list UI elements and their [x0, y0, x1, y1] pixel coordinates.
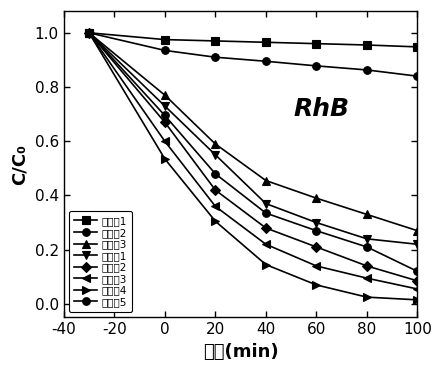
实施例2: [364, 264, 369, 268]
实施例2: [213, 188, 218, 192]
实施例3: [364, 276, 369, 280]
实施例5: [213, 171, 218, 176]
实施例3: [86, 31, 92, 35]
对比例2: [314, 64, 319, 68]
Line: 对比例3: 对比例3: [85, 29, 421, 234]
实施例4: [314, 283, 319, 287]
实施例2: [162, 120, 167, 125]
实施例1: [415, 242, 420, 247]
实施例2: [86, 31, 92, 35]
Line: 对比例2: 对比例2: [85, 29, 421, 80]
对比例3: [314, 196, 319, 201]
实施例5: [263, 211, 268, 215]
对比例1: [314, 41, 319, 46]
对比例1: [86, 31, 92, 35]
对比例2: [86, 31, 92, 35]
实施例1: [213, 153, 218, 157]
对比例3: [213, 142, 218, 146]
实施例3: [213, 204, 218, 209]
对比例3: [162, 93, 167, 97]
实施例5: [162, 113, 167, 118]
Line: 实施例2: 实施例2: [85, 29, 421, 285]
对比例2: [364, 68, 369, 72]
实施例5: [314, 228, 319, 233]
实施例4: [213, 219, 218, 224]
Line: 实施例5: 实施例5: [85, 29, 421, 275]
实施例4: [86, 31, 92, 35]
对比例1: [415, 45, 420, 49]
对比例1: [162, 37, 167, 42]
Line: 实施例1: 实施例1: [85, 29, 421, 248]
实施例5: [86, 31, 92, 35]
实施例2: [263, 226, 268, 230]
Y-axis label: C/C₀: C/C₀: [11, 144, 29, 185]
实施例4: [263, 262, 268, 267]
实施例1: [263, 201, 268, 206]
对比例1: [364, 43, 369, 47]
对比例3: [364, 212, 369, 217]
对比例2: [213, 55, 218, 60]
实施例5: [364, 245, 369, 249]
实施例3: [314, 264, 319, 268]
对比例3: [415, 228, 420, 233]
实施例3: [162, 139, 167, 144]
实施例1: [86, 31, 92, 35]
Text: RhB: RhB: [294, 97, 350, 121]
实施例1: [162, 104, 167, 108]
对比例2: [162, 48, 167, 53]
实施例3: [263, 242, 268, 247]
Legend: 对比例1, 对比例2, 对比例3, 实施例1, 实施例2, 实施例3, 实施例4, 实施例5: 对比例1, 对比例2, 对比例3, 实施例1, 实施例2, 实施例3, 实施例4…: [69, 211, 132, 312]
实施例1: [314, 220, 319, 225]
对比例3: [86, 31, 92, 35]
实施例4: [415, 298, 420, 302]
Line: 实施例3: 实施例3: [85, 29, 421, 293]
Line: 对比例1: 对比例1: [85, 29, 421, 51]
实施例2: [314, 245, 319, 249]
对比例1: [263, 40, 268, 45]
实施例2: [415, 279, 420, 283]
对比例3: [263, 178, 268, 183]
实施例3: [415, 287, 420, 291]
对比例2: [415, 74, 420, 78]
实施例5: [415, 269, 420, 274]
实施例4: [162, 157, 167, 161]
对比例1: [213, 39, 218, 43]
Line: 实施例4: 实施例4: [85, 29, 421, 304]
X-axis label: 时间(min): 时间(min): [203, 343, 279, 361]
实施例4: [364, 295, 369, 299]
实施例1: [364, 237, 369, 241]
对比例2: [263, 59, 268, 64]
